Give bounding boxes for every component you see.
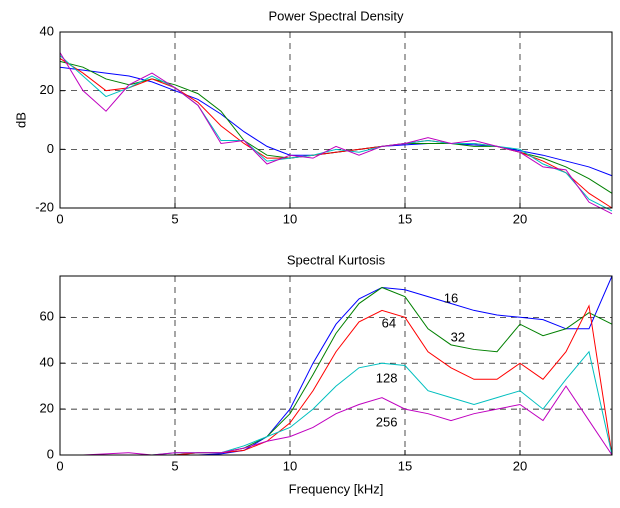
axes-frame <box>59 275 613 456</box>
y-tick-label: 40 <box>40 23 54 38</box>
chart-title: Spectral Kurtosis <box>287 252 386 267</box>
plot-area <box>60 276 612 455</box>
x-tick-label: 5 <box>171 211 178 226</box>
series-label: 16 <box>444 290 458 305</box>
series-label: 32 <box>451 329 465 344</box>
x-tick-label: 20 <box>513 458 527 473</box>
series-label: 256 <box>376 414 398 429</box>
x-tick-label: 15 <box>398 211 412 226</box>
x-tick-label: 5 <box>171 458 178 473</box>
chart-title: Power Spectral Density <box>268 8 404 23</box>
y-tick-label: 20 <box>40 82 54 97</box>
x-tick-label: 10 <box>283 458 297 473</box>
axes-frame <box>59 31 613 209</box>
x-tick-label: 0 <box>56 211 63 226</box>
x-tick-label: 15 <box>398 458 412 473</box>
series-line <box>59 55 613 212</box>
y-tick-label: 0 <box>47 446 54 461</box>
x-tick-label: 10 <box>283 211 297 226</box>
x-tick-label: 20 <box>513 211 527 226</box>
series-label: 64 <box>382 316 396 331</box>
series-line <box>59 52 613 215</box>
plot-area <box>60 32 612 208</box>
y-tick-label: -20 <box>35 199 54 214</box>
y-tick-label: 60 <box>40 309 54 324</box>
x-tick-label: 0 <box>56 458 63 473</box>
y-tick-label: 0 <box>47 141 54 156</box>
y-tick-label: 20 <box>40 401 54 416</box>
series-label: 128 <box>376 371 398 386</box>
y-axis-label: dB <box>13 112 28 128</box>
x-axis-label: Frequency [kHz] <box>289 481 384 496</box>
y-tick-label: 40 <box>40 355 54 370</box>
